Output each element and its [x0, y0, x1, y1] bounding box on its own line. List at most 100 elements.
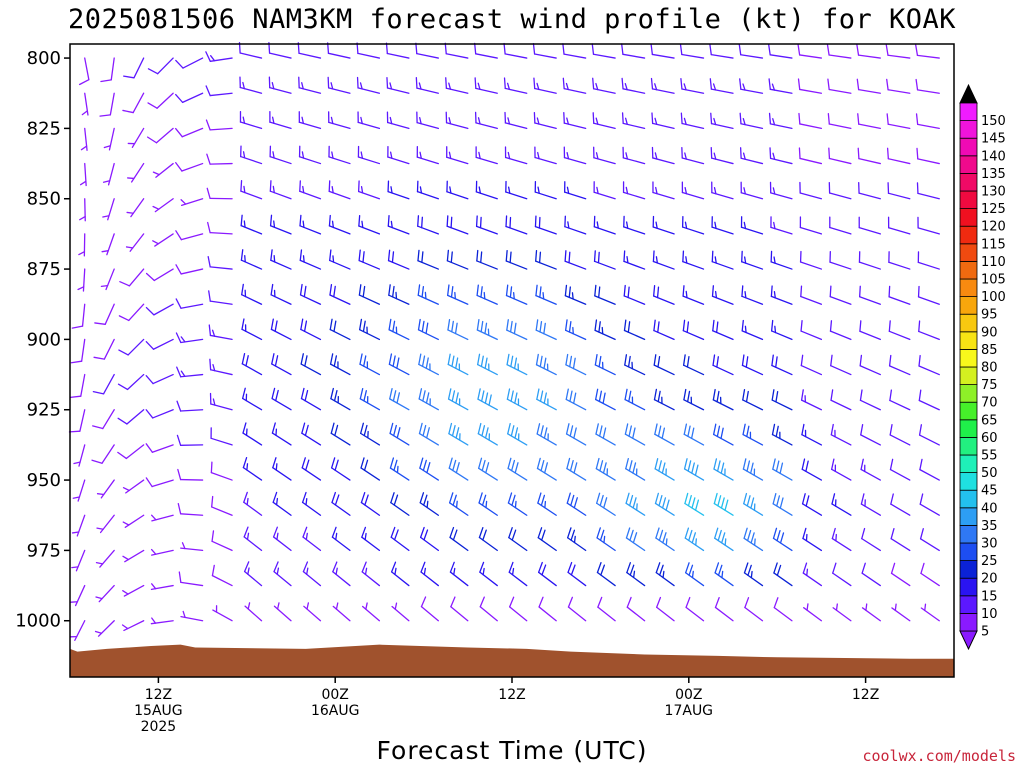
wind-barb — [888, 320, 911, 341]
wind-barb — [209, 358, 233, 376]
wind-barb — [652, 250, 675, 270]
wind-barb — [448, 422, 469, 446]
wind-barb — [300, 353, 322, 376]
wind-barb — [78, 57, 90, 86]
wind-barb — [386, 111, 410, 130]
y-tick-label: 950 — [27, 470, 61, 491]
wind-barb — [475, 215, 498, 235]
wind-barb — [799, 250, 823, 270]
wind-barb — [768, 43, 793, 59]
wind-barb — [175, 92, 204, 104]
wind-barb — [150, 617, 174, 625]
wind-barb — [68, 409, 86, 433]
wind-barb — [685, 596, 705, 622]
wind-barb — [211, 495, 233, 516]
wind-barb — [919, 458, 940, 481]
wind-barb — [147, 92, 174, 109]
colorbar-swatch — [959, 137, 978, 157]
wind-barb — [391, 602, 410, 622]
wind-barb — [710, 112, 734, 130]
wind-barb — [446, 146, 469, 165]
wind-barb — [506, 388, 528, 411]
wind-barb — [770, 319, 793, 341]
wind-barb — [742, 458, 764, 481]
wind-barb — [773, 597, 793, 622]
wind-barb — [477, 422, 498, 446]
wind-barb — [621, 112, 646, 130]
x-axis-label: Forecast Time (UTC) — [377, 736, 648, 765]
wind-barb — [145, 338, 174, 350]
wind-barb — [536, 388, 557, 411]
wind-barb — [770, 216, 793, 235]
wind-barb — [103, 127, 115, 151]
wind-barb — [70, 338, 86, 364]
colorbar-swatch — [959, 384, 978, 403]
colorbar-tick-label: 145 — [981, 132, 1006, 147]
wind-barb — [533, 77, 557, 94]
x-tick-label: 12Z — [145, 687, 172, 703]
wind-barb — [420, 561, 439, 587]
wind-barb — [622, 181, 646, 200]
wind-barb — [361, 526, 381, 552]
wind-barb — [680, 112, 705, 130]
wind-barb — [475, 146, 498, 165]
wind-barb — [623, 284, 646, 305]
wind-barb — [802, 562, 823, 587]
wind-barb — [477, 353, 498, 376]
wind-barb — [242, 422, 263, 446]
wind-barb — [386, 76, 410, 94]
wind-barb — [623, 319, 646, 341]
wind-barb — [683, 423, 705, 446]
wind-barb — [857, 147, 881, 165]
wind-barb — [96, 479, 115, 499]
wind-barb — [625, 492, 646, 516]
wind-barb — [712, 388, 734, 411]
wind-barb — [145, 373, 174, 385]
wind-barb — [358, 249, 381, 270]
wind-barb — [92, 409, 115, 430]
wind-barb — [537, 527, 557, 552]
colorbar-tick-label: 95 — [981, 308, 998, 323]
x-tick-label: 12Z — [852, 687, 879, 703]
wind-barb — [390, 526, 410, 552]
wind-barb — [889, 458, 911, 481]
wind-barb — [861, 527, 881, 552]
wind-barb — [919, 528, 940, 552]
y-tick-label: 975 — [27, 540, 61, 561]
wind-barb — [595, 388, 616, 411]
colorbar-tick-label: 35 — [981, 519, 998, 534]
wind-barb — [207, 221, 233, 235]
wind-barb — [509, 596, 528, 622]
wind-barb — [916, 182, 940, 200]
wind-barb — [415, 42, 439, 59]
wind-barb — [508, 527, 528, 552]
wind-barb — [302, 526, 322, 552]
wind-barb — [651, 146, 675, 165]
wind-barb — [621, 77, 646, 94]
wind-barb — [890, 527, 911, 552]
wind-barb — [683, 388, 705, 411]
wind-barb — [122, 514, 145, 528]
y-tick-label: 800 — [27, 48, 61, 69]
wind-barb — [357, 111, 381, 130]
colorbar-swatch — [959, 472, 978, 491]
wind-barb — [271, 353, 292, 376]
wind-barb — [360, 422, 381, 446]
y-tick-label: 875 — [27, 259, 61, 280]
wind-barb — [356, 42, 381, 59]
wind-barb — [240, 249, 263, 270]
wind-barb — [534, 215, 557, 235]
wind-barb — [713, 492, 734, 516]
wind-barb — [626, 596, 646, 622]
wind-barb — [478, 527, 498, 552]
wind-barb — [771, 423, 793, 446]
wind-barb — [622, 146, 646, 165]
colorbar-swatch — [959, 595, 978, 614]
wind-barb — [446, 180, 469, 200]
wind-barb — [71, 549, 86, 572]
wind-barb — [331, 491, 351, 516]
wind-barb — [829, 285, 852, 305]
x-tick-label: 00Z — [675, 687, 702, 703]
wind-barb — [830, 354, 852, 376]
colorbar-swatch — [959, 560, 978, 579]
